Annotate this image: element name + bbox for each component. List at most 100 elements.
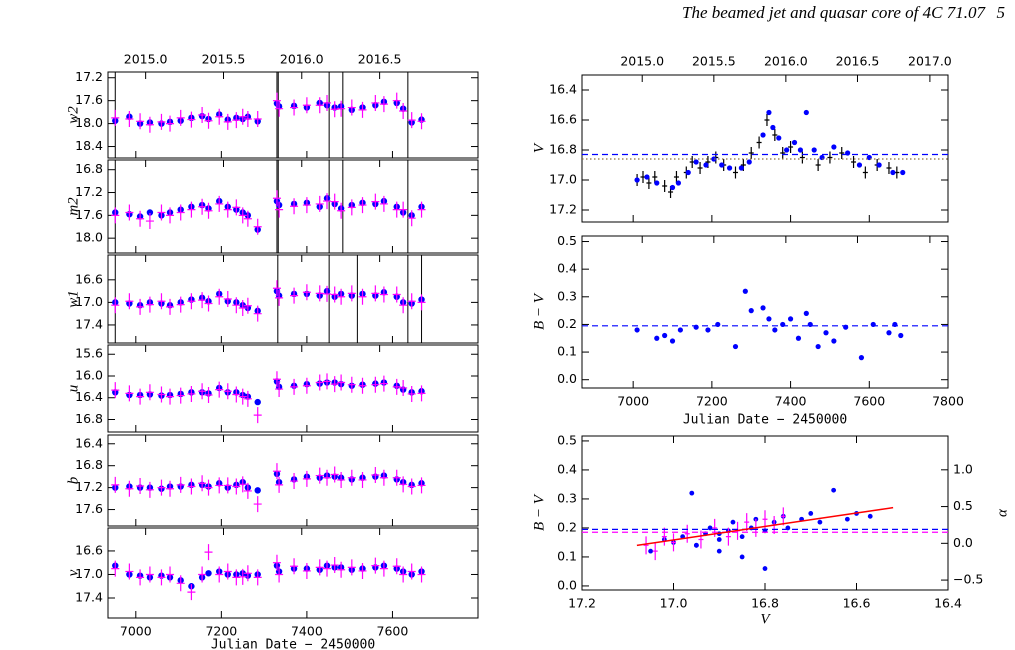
- data-point: [662, 332, 668, 339]
- data-point: [198, 107, 207, 123]
- data-point: [730, 519, 736, 525]
- y-axis-label: w1: [65, 290, 81, 308]
- data-point: [290, 287, 299, 304]
- y-tick-label: 16.4: [75, 435, 103, 450]
- data-point: [831, 144, 837, 150]
- data-point: [111, 297, 120, 314]
- data-point: [111, 109, 120, 126]
- data-point: [379, 375, 388, 392]
- data-point: [111, 476, 120, 493]
- data-point: [839, 147, 845, 159]
- data-point: [858, 355, 865, 361]
- plot-frame: [107, 434, 479, 527]
- data-point: [238, 476, 247, 493]
- data-point: [399, 379, 408, 396]
- data-point: [780, 507, 786, 526]
- data-point: [204, 544, 213, 561]
- x-tick-label: 7800: [932, 394, 964, 409]
- data-point: [136, 298, 145, 315]
- data-point: [157, 293, 166, 310]
- data-point: [392, 286, 401, 303]
- data-point: [166, 388, 175, 405]
- data-point: [654, 180, 660, 186]
- y-tick-label: 16.8: [75, 411, 103, 426]
- data-point: [831, 338, 837, 344]
- data-point: [742, 288, 748, 294]
- data-point: [315, 195, 324, 212]
- data-point: [238, 388, 247, 405]
- data-point: [407, 478, 416, 495]
- data-point: [198, 566, 207, 583]
- data-point: [145, 384, 154, 401]
- data-point: [111, 382, 120, 399]
- data-point: [254, 487, 261, 494]
- data-point: [784, 147, 790, 153]
- data-point: [744, 513, 750, 532]
- data-point: [125, 563, 134, 580]
- data-point: [198, 383, 207, 400]
- y-tick-label: 0.0: [557, 371, 577, 386]
- data-point: [337, 288, 346, 305]
- data-point: [399, 102, 408, 119]
- x2-tick-label: 2016.5: [836, 54, 880, 69]
- data-point: [705, 327, 711, 333]
- y-tick-label: 15.6: [75, 346, 103, 361]
- data-point: [315, 97, 324, 114]
- data-point: [253, 305, 262, 322]
- data-point: [407, 563, 416, 580]
- data-point: [643, 536, 649, 555]
- data-point: [652, 542, 658, 561]
- data-point: [302, 562, 311, 579]
- data-point: [166, 207, 175, 224]
- x2-tick-label: 2015.0: [620, 54, 664, 69]
- data-point: [223, 477, 232, 494]
- plot-frame: [581, 74, 949, 223]
- data-point: [725, 527, 731, 546]
- y-tick-label: 18.0: [75, 230, 103, 245]
- y-tick-label: 16.0: [75, 367, 103, 382]
- x-axis-label: V: [760, 611, 771, 627]
- data-point: [886, 330, 892, 336]
- y-tick-label: 17.2: [549, 202, 577, 217]
- data-point: [726, 165, 733, 171]
- y-tick-label: 0.4: [557, 261, 577, 276]
- data-point: [272, 92, 281, 109]
- data-point: [323, 285, 332, 302]
- data-point: [399, 476, 408, 493]
- data-point: [815, 159, 821, 171]
- data-point: [145, 213, 154, 230]
- data-point: [417, 477, 426, 494]
- data-point: [323, 560, 332, 577]
- data-point: [125, 111, 134, 128]
- data-point: [272, 190, 281, 207]
- data-point: [399, 566, 408, 583]
- x-tick-label: 16.6: [843, 596, 871, 611]
- data-point: [379, 286, 388, 303]
- data-point: [223, 201, 232, 218]
- data-point: [748, 147, 754, 159]
- x-tick-label: 16.8: [751, 596, 779, 611]
- x-tick-label: 7400: [291, 624, 323, 639]
- data-point: [253, 407, 262, 424]
- y-tick-label: 16.6: [549, 112, 577, 127]
- data-point: [417, 113, 426, 130]
- y-tick-label: 17.2: [75, 479, 103, 494]
- data-point: [275, 476, 284, 493]
- y-tick-label: 17.4: [75, 590, 103, 605]
- y-tick-label: 17.0: [75, 294, 103, 309]
- y-axis-label: w2: [65, 106, 81, 124]
- y-tick-label: 16.4: [549, 82, 577, 97]
- data-point: [337, 100, 346, 117]
- data-point: [275, 100, 284, 117]
- data-point: [760, 132, 766, 138]
- data-point: [198, 198, 207, 215]
- y-tick-label: 0.4: [557, 461, 577, 476]
- x-tick-label: 7600: [377, 624, 409, 639]
- data-point: [417, 294, 426, 311]
- data-point: [176, 476, 185, 493]
- data-point: [302, 284, 311, 301]
- data-point: [831, 487, 837, 493]
- data-point: [330, 466, 339, 483]
- data-point: [125, 204, 134, 221]
- plot-frame: [107, 159, 479, 254]
